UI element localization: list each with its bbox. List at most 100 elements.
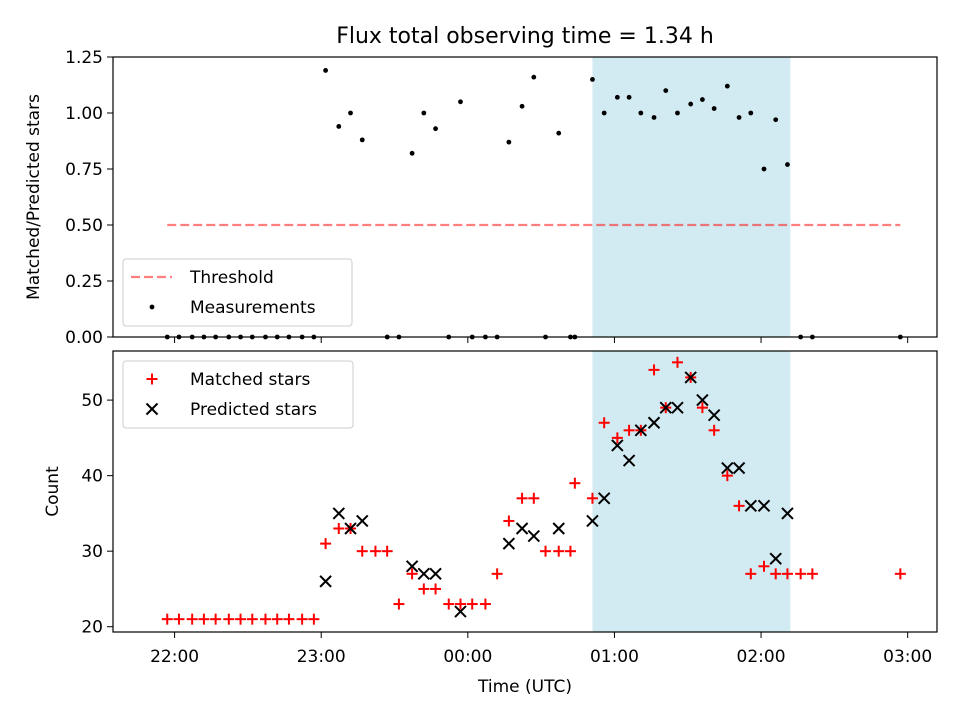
predicted-star-stroke-b — [417, 567, 431, 581]
matched-star-point — [795, 568, 807, 580]
measurement-point — [748, 110, 754, 116]
matched-star-point — [491, 568, 503, 580]
measurement-point — [724, 83, 730, 89]
measurement-point — [601, 110, 607, 116]
matched-star-point — [540, 545, 552, 557]
matched-star-point — [671, 356, 683, 368]
bottom-x-tick-label: 22:00 — [150, 647, 199, 667]
predicted-star-stroke-b — [405, 560, 419, 573]
predicted-star-stroke-b — [721, 461, 734, 475]
predicted-star-stroke-b — [597, 492, 611, 505]
predicted-star-point — [515, 522, 529, 535]
measurement-point — [626, 94, 632, 100]
predicted-star-point — [417, 567, 431, 581]
legend-predicted-label: Predicted stars — [190, 400, 317, 420]
matched-star-point — [173, 613, 185, 625]
bottom-x-tick-label: 00:00 — [443, 647, 492, 667]
top-panel: 0.00 0.25 0.50 0.75 1.00 1.25 Flux total obse… — [24, 24, 938, 348]
matched-star-point — [586, 492, 598, 504]
predicted-star-point — [527, 529, 541, 543]
measurement-point — [711, 106, 717, 111]
legend-predicted-swatch — [145, 402, 159, 416]
predicted-star-stroke-b — [429, 567, 442, 581]
predicted-star-point — [684, 371, 697, 384]
predicted-star-point — [552, 522, 565, 535]
top-legend-box — [122, 258, 353, 327]
bottom-x-axis: 22:00 23:00 00:00 01:00 02:00 03:00 — [150, 632, 932, 667]
bottom-y-tick-label: 50 — [81, 391, 103, 411]
matched-star-point — [648, 364, 660, 376]
predicted-star-point — [659, 401, 672, 414]
matched-star-point — [611, 432, 623, 444]
top-y-tick-label: 1.25 — [65, 48, 103, 68]
predicted-star-point — [696, 393, 709, 407]
predicted-star-point — [732, 461, 746, 475]
matched-star-point — [564, 545, 576, 557]
legend-predicted-stroke-b — [145, 402, 159, 416]
matched-star-point — [406, 568, 418, 580]
top-y-tick-label: 0.25 — [65, 272, 103, 292]
predicted-star-stroke-b — [744, 499, 758, 513]
predicted-star-point — [707, 408, 721, 422]
matched-star-point — [894, 568, 906, 580]
predicted-star-stroke-b — [769, 552, 782, 565]
predicted-star-point — [344, 522, 357, 535]
predicted-star-stroke-b — [527, 529, 541, 543]
matched-star-point — [696, 402, 708, 414]
predicted-star-stroke-b — [502, 537, 516, 550]
measurement-point — [663, 88, 669, 93]
bottom-y-tick-label: 40 — [81, 467, 103, 487]
matched-star-point — [381, 545, 393, 557]
predicted-stars-series — [319, 371, 794, 618]
measurement-point — [421, 110, 427, 116]
bottom-axes-frame — [112, 350, 938, 633]
predicted-star-stroke-b — [622, 454, 636, 467]
predicted-star-stroke-b — [659, 401, 672, 414]
top-y-tick-label: 1.00 — [65, 104, 103, 124]
matched-star-point — [528, 492, 540, 504]
measurement-point — [675, 110, 680, 116]
bottom-y-tick-label: 30 — [81, 542, 103, 562]
top-y-axis-label: Matched/Predicted stars — [24, 94, 44, 300]
measurement-point — [519, 103, 525, 109]
matched-star-point — [333, 523, 345, 535]
measurement-point — [336, 124, 342, 129]
matched-star-point — [198, 613, 210, 625]
matched-star-point — [320, 538, 332, 550]
matched-star-point — [721, 470, 733, 482]
measurement-point — [348, 110, 353, 116]
legend-threshold-label: Threshold — [189, 268, 274, 288]
legend-matched-label: Matched stars — [190, 370, 310, 390]
predicted-star-point — [319, 575, 332, 588]
bottom-legend: Matched stars Predicted stars — [122, 360, 354, 429]
highlight-span-bottom — [592, 351, 791, 632]
matched-star-point — [296, 613, 308, 625]
matched-star-point — [369, 545, 381, 557]
measurement-point — [506, 139, 512, 145]
matched-star-point — [553, 545, 565, 557]
predicted-star-stroke-b — [552, 522, 565, 535]
measurement-point — [785, 162, 790, 167]
predicted-star-stroke-b — [707, 408, 721, 422]
legend-measurements-label: Measurements — [190, 298, 316, 318]
top-legend: Threshold Measurements — [122, 258, 353, 327]
measurement-point — [458, 99, 463, 105]
measurement-point — [736, 115, 742, 120]
matched-star-point — [516, 492, 528, 504]
matched-star-point — [770, 568, 782, 580]
matched-star-point — [186, 613, 198, 625]
bottom-y-axis-label: Count — [43, 466, 63, 517]
top-y-axis: 0.00 0.25 0.50 0.75 1.00 1.25 — [65, 48, 113, 348]
matched-star-point — [161, 613, 173, 625]
bottom-y-axis: 20 30 40 50 — [81, 391, 113, 638]
predicted-star-point — [757, 499, 771, 513]
measurement-point — [614, 94, 620, 100]
chart-title: Flux total observing time = 1.34 h — [336, 24, 714, 49]
predicted-star-point — [647, 416, 661, 429]
bottom-y-tick-label: 20 — [81, 618, 103, 638]
predicted-star-point — [611, 439, 624, 452]
measurement-point — [409, 150, 415, 156]
measurement-point — [323, 68, 328, 73]
predicted-star-point — [429, 567, 442, 581]
